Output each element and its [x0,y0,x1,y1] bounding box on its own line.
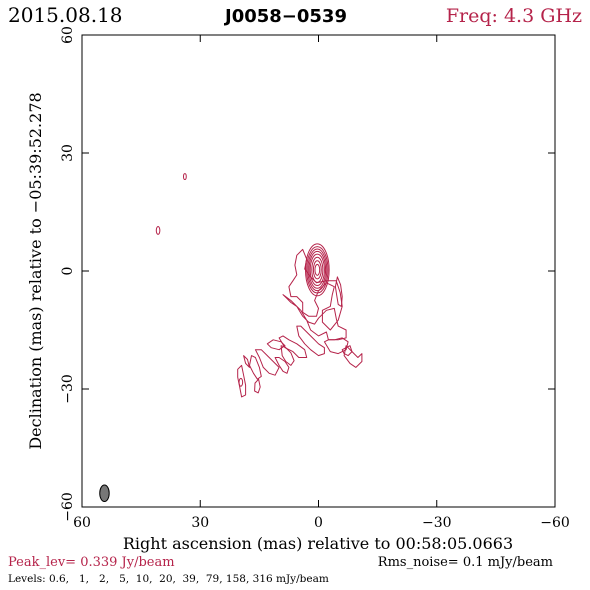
core-contour-ring [309,253,325,287]
y-tick-label: 30 [60,144,76,162]
plot-area: 60 30 0 −30 −60 −60 −30 0 30 60 [60,26,570,531]
core-contour-ring [312,260,322,280]
source-name: J0058−0539 [223,6,347,27]
x-tick-label: 60 [73,515,91,531]
isolated-component-contour [182,173,187,181]
core-contour-ring [307,248,328,292]
y-axis-title: Declination (mas) relative to −05:39:52.… [26,92,45,449]
y-tick-label: −60 [60,492,76,522]
isolated-component-contour [155,226,161,235]
peak-level-text: Peak_lev= 0.339 Jy/beam [8,555,175,570]
observation-date: 2015.08.18 [8,3,123,27]
jet-contour [243,355,250,368]
jet-contour [254,349,280,376]
rms-noise-text: Rms_noise= 0.1 mJy/beam [378,555,553,570]
jet-contour [278,335,308,358]
jet-contour [266,339,286,351]
restoring-beam [99,484,110,502]
jet-contour [280,345,295,366]
x-axis-title: Right ascension (mas) relative to 00:58:… [123,534,513,553]
x-tick-label: −60 [540,515,570,531]
jet-contour [296,325,325,357]
beam-layer [99,484,110,502]
x-tick-label: 30 [191,515,209,531]
y-tick-label: 60 [60,26,76,44]
jet-contour [254,378,261,394]
core-contour-ring [314,263,321,276]
y-tick-label: 0 [60,267,76,276]
x-tick-label: 0 [314,515,323,531]
contour-levels-text: Levels: 0.6, 1, 2, 5, 10, 20, 39, 79, 15… [8,573,329,585]
jet-contour [334,276,343,307]
plot-frame [81,34,556,508]
frequency-label: Freq: 4.3 GHz [446,5,582,27]
isolated-component-contour [238,377,244,387]
jet-contour [323,337,349,355]
jet-contour [237,364,247,398]
axis-tick-labels: 60 30 0 −30 −60 −60 −30 0 30 60 [60,26,570,531]
jet-contour [341,345,353,357]
jet-contour [343,345,363,368]
axis-ticks [81,34,556,508]
contour-layer [155,173,363,398]
jet-contour [274,357,290,374]
core-contour-ring [308,250,327,289]
y-tick-label: −30 [60,374,76,404]
x-tick-label: −30 [422,515,452,531]
jet-contour [282,294,347,341]
jet-contour [249,355,262,380]
jet-contour [288,248,343,331]
